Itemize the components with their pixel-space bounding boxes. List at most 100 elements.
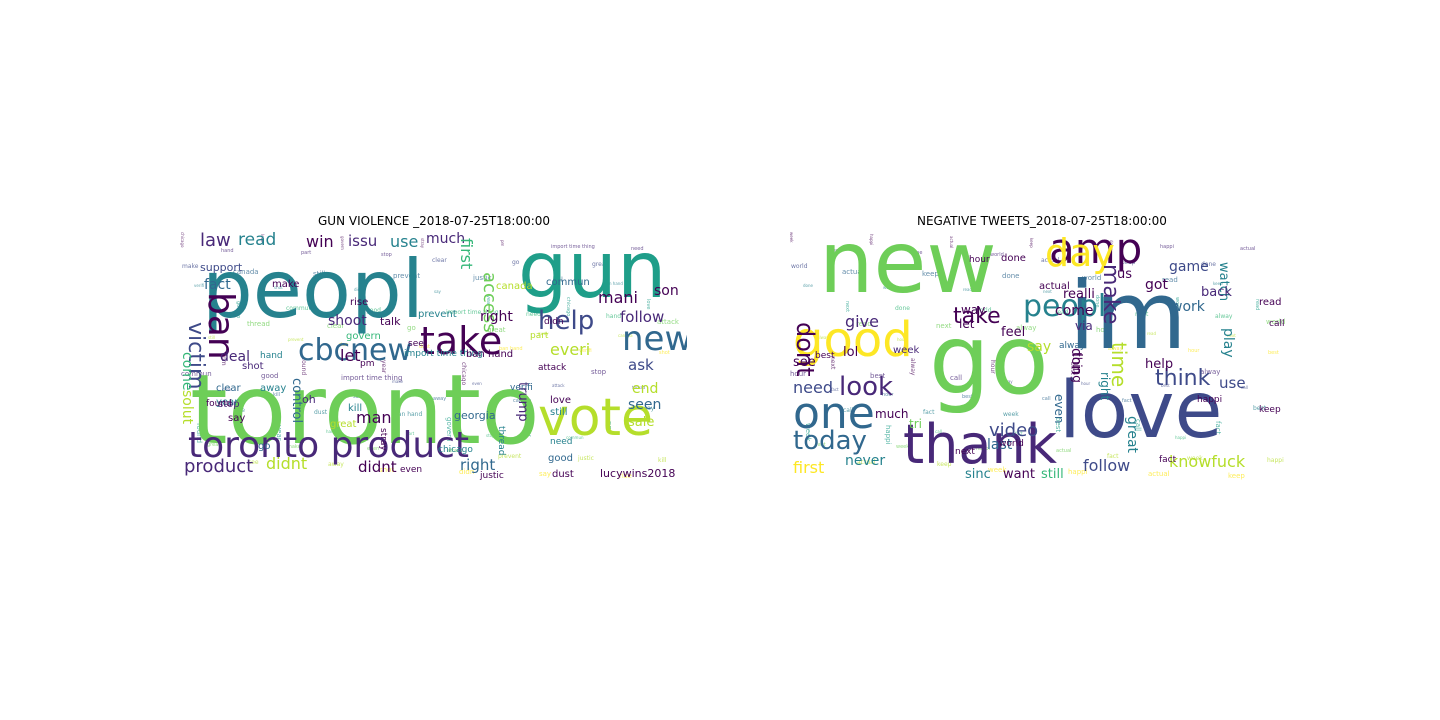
left-cloud-word: hand <box>260 351 283 361</box>
left-cloud-word: use <box>390 232 419 251</box>
left-cloud-filler-word: part <box>406 431 415 436</box>
right-cloud-filler-word: fact <box>831 387 839 392</box>
right-cloud-filler-word: world <box>791 263 808 270</box>
right-cloud-word: world <box>999 439 1024 449</box>
left-cloud-filler-word: even <box>367 446 380 452</box>
right-cloud-word: read <box>1259 297 1282 308</box>
right-cloud-filler-word: week <box>1095 433 1106 438</box>
left-cloud-word: solut <box>180 390 195 425</box>
right-cloud-word: thank <box>903 413 1057 476</box>
right-cloud-word: work <box>1171 299 1205 315</box>
right-cloud-filler-word: read <box>1147 331 1157 336</box>
right-cloud-filler-word: keep <box>937 461 952 468</box>
left-cloud-word: right <box>480 309 513 325</box>
right-cloud-word: day <box>1045 232 1115 275</box>
left-cloud-word: canada <box>496 281 533 292</box>
left-cloud-word: right <box>460 456 496 474</box>
right-cloud-filler-word: actual <box>857 459 876 466</box>
right-cloud-word: peopl <box>1023 289 1107 324</box>
left-cloud-filler-word: hand <box>326 429 337 434</box>
right-cloud-word: think <box>1155 366 1211 391</box>
right-cloud-filler-word: hour <box>1081 381 1091 386</box>
right-cloud-word: feel <box>1001 325 1026 340</box>
right-cloud-word: next <box>955 447 975 457</box>
left-cloud-word: toronto <box>190 354 540 466</box>
right-cloud-word: week <box>893 345 920 356</box>
left-cloud-word: stop <box>218 399 240 410</box>
right-cloud-filler-word: keep <box>830 248 843 254</box>
right-cloud-filler-word: done <box>1201 261 1216 268</box>
right-cloud-filler-word: best <box>1253 405 1266 412</box>
left-cloud-filler-word: part <box>301 250 312 256</box>
left-cloud-filler-word: attack <box>657 318 679 326</box>
right-cloud-filler-word: done <box>910 250 923 256</box>
right-cloud-filler-word: world <box>975 307 992 314</box>
left-cloud-filler-word: prevent <box>393 272 421 280</box>
left-cloud-word: product <box>184 456 254 477</box>
left-cloud-filler-word: commun <box>181 370 212 378</box>
left-cloud-word: justic <box>480 471 504 481</box>
right-cloud-filler-word: read <box>856 320 872 328</box>
right-cloud-word: let <box>959 317 975 331</box>
left-cloud-word: peopl <box>202 243 424 336</box>
right-cloud-word: follow <box>1083 456 1131 475</box>
left-cloud-filler-word: canada <box>618 333 633 338</box>
right-cloud-word: got <box>1145 277 1168 293</box>
left-cloud-word: love <box>550 395 571 406</box>
left-cloud-filler-word: say <box>539 470 552 478</box>
right-cloud-word: good <box>793 312 913 368</box>
left-cloud-word: rise <box>350 297 369 308</box>
left-cloud-word: come <box>180 352 195 391</box>
right-cloud-word: last <box>987 437 1013 453</box>
left-cloud-filler-word: need <box>526 311 541 318</box>
left-cloud-filler-word: justic <box>473 274 492 282</box>
left-cloud-word: make <box>272 279 300 290</box>
right-cloud-word: right <box>1098 372 1112 401</box>
right-cloud-filler-word: best <box>870 372 886 380</box>
left-cloud-filler-word: prevent <box>498 453 522 460</box>
left-cloud-word: pm <box>360 359 375 369</box>
right-cloud-filler-word: week <box>896 444 910 450</box>
left-cloud-word: year <box>216 397 239 408</box>
left-cloud-word: follow <box>620 308 665 326</box>
gun-violence-word-cloud: great say stop away year clear shot hand kill pm a… <box>180 232 687 485</box>
left-cloud-word: need <box>550 437 573 447</box>
right-cloud-filler-word: world <box>1082 274 1102 282</box>
left-cloud-filler-word: attack <box>447 448 463 454</box>
right-cloud-word: first <box>793 458 825 477</box>
left-cloud-filler-word: thread <box>247 320 270 328</box>
left-cloud-word: clear <box>216 383 241 394</box>
left-cloud-filler-word: verifi <box>194 283 205 288</box>
left-cloud-filler-word: go <box>512 259 520 266</box>
left-cloud-filler-word: dust <box>419 344 430 350</box>
left-cloud-filler-word: thread <box>632 385 646 390</box>
right-cloud-word: look <box>839 372 894 402</box>
left-cloud-word: stray <box>378 428 388 451</box>
left-cloud-filler-word: good <box>366 307 381 314</box>
right-cloud-filler-word: week <box>1003 411 1019 418</box>
right-cloud-word: even <box>1052 394 1066 424</box>
right-cloud-word: thing <box>1070 352 1084 383</box>
left-cloud-word: shoot <box>328 313 367 329</box>
right-cloud-filler-word: hour <box>790 370 807 378</box>
right-cloud-filler-word: world <box>990 252 1004 258</box>
left-cloud-filler-word: say <box>434 289 441 294</box>
right-cloud-filler-word: next <box>1227 333 1236 338</box>
left-cloud-filler-word: good <box>261 372 279 380</box>
left-cloud-word: ban hand <box>466 349 514 360</box>
right-cloud-filler-word: week <box>988 466 1007 474</box>
right-cloud-filler-word: best <box>1268 350 1279 356</box>
left-cloud-word: vote <box>538 388 653 448</box>
left-cloud-filler-word: chicago <box>180 232 185 248</box>
left-panel-title: GUN VIOLENCE _2018-07-25T18:00:00 <box>318 214 551 228</box>
left-cloud-word: talk <box>380 315 401 328</box>
left-cloud-filler-word: great <box>487 326 506 334</box>
right-cloud-word: give <box>845 312 879 331</box>
left-cloud-word: prevent <box>418 309 457 320</box>
left-cloud-filler-word: great <box>592 261 608 268</box>
right-cloud-filler-word: alway <box>1016 324 1037 332</box>
right-cloud-word: hour <box>969 255 990 265</box>
left-cloud-filler-word: justic <box>578 455 594 462</box>
right-cloud-word: help <box>1145 357 1174 372</box>
right-cloud-filler-word: actual <box>1056 448 1072 454</box>
